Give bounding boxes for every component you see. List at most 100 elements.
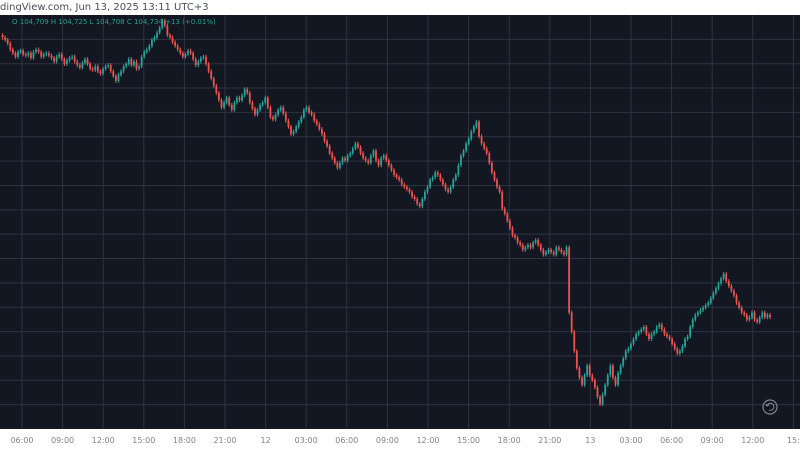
candle-body [176, 45, 179, 50]
candle-body [547, 249, 550, 253]
candle-body [699, 310, 702, 313]
candle-body [66, 60, 68, 64]
candle-body [527, 244, 529, 248]
candle-body [681, 346, 684, 352]
candle-body [194, 59, 197, 66]
candle-body [233, 102, 236, 110]
candle-body [272, 117, 274, 120]
candle-body [552, 252, 555, 255]
candle-body [50, 55, 53, 58]
candle-body [387, 160, 390, 166]
candle-body [557, 247, 560, 250]
candle-body [763, 312, 766, 318]
candle-body [207, 63, 210, 72]
candle-body [490, 162, 493, 173]
candle-body [524, 247, 527, 250]
chart-area[interactable]: 06:00 09:00 12:00 15:00 18:00 21:00 12 03:00 06:… [0, 15, 800, 450]
candle-body [707, 302, 710, 306]
candle-body [217, 92, 220, 101]
candle-body [372, 150, 375, 156]
candle-body [545, 252, 547, 255]
candle-body [377, 160, 380, 166]
candle-body [568, 247, 571, 313]
candle-body [109, 65, 112, 72]
candle-body [635, 334, 637, 340]
candle-body [645, 326, 648, 335]
candle-body [748, 317, 751, 320]
candle-body [521, 244, 524, 250]
candle-body [498, 187, 501, 192]
candle-body [127, 59, 130, 64]
candle-body [169, 35, 171, 38]
candle-body [733, 290, 735, 296]
candle-body [766, 314, 769, 318]
chart-caption-bar: dingView.com, Jun 13, 2025 13:11 UTC+3 [0, 0, 800, 15]
candle-body [292, 131, 295, 134]
candle-body [442, 179, 444, 185]
candle-body [691, 319, 694, 327]
candle-body [181, 53, 184, 57]
candle-body [290, 126, 292, 134]
candle-body [596, 387, 599, 397]
candle-body [601, 394, 604, 405]
x-tick-label: 21:00 [213, 436, 236, 445]
candle-body [192, 53, 195, 60]
candle-body [264, 97, 267, 103]
candle-body [403, 184, 406, 188]
candle-body [302, 109, 305, 118]
candle-body [11, 49, 14, 54]
candle-body [725, 273, 728, 282]
candle-body [261, 102, 264, 105]
candle-body [27, 53, 30, 56]
x-tick-label: 15: [787, 436, 800, 445]
candle-body [449, 187, 452, 192]
candle-body [686, 336, 689, 340]
candle-body [624, 351, 627, 359]
x-tick-label: 06:00 [335, 436, 358, 445]
candle-body [738, 302, 740, 308]
candle-body [58, 54, 61, 57]
candle-body [315, 120, 318, 125]
candle-body [89, 63, 92, 69]
candle-body [666, 334, 668, 337]
candle-body [336, 162, 339, 168]
candle-body [444, 184, 447, 190]
x-tick-label: 13 [585, 436, 595, 445]
candle-body [511, 228, 514, 236]
x-tick-label: 21:00 [538, 436, 561, 445]
candle-body [318, 124, 321, 130]
candle-body [45, 53, 48, 55]
price-chart[interactable]: 06:00 09:00 12:00 15:00 18:00 21:00 12 03:00 06:… [0, 15, 800, 450]
candle-body [256, 109, 259, 115]
candle-body [37, 49, 40, 52]
candle-body [310, 112, 313, 115]
candle-body [148, 45, 151, 50]
candle-body [426, 187, 429, 192]
candle-body [225, 97, 228, 103]
candle-body [308, 107, 310, 113]
candle-body [660, 324, 663, 330]
x-tick-label: 09:00 [701, 436, 724, 445]
candle-body [519, 242, 522, 245]
candle-body [99, 71, 102, 74]
candle-body [676, 348, 679, 354]
candle-body [612, 365, 614, 378]
candle-body [503, 208, 506, 214]
candle-body [727, 281, 730, 286]
candle-body [650, 334, 653, 340]
candle-body [305, 107, 308, 110]
candle-body [398, 177, 401, 180]
candle-body [151, 39, 153, 46]
candle-body [720, 278, 722, 284]
candle-body [583, 375, 586, 385]
candle-body [712, 293, 715, 299]
candle-body [454, 174, 457, 180]
candle-body [684, 339, 686, 347]
candle-body [344, 158, 346, 161]
candle-body [174, 42, 177, 46]
candle-body [254, 108, 256, 115]
candle-body [199, 57, 202, 62]
candle-body [743, 312, 746, 315]
reset-icon[interactable] [762, 399, 778, 415]
candle-body [586, 365, 589, 376]
